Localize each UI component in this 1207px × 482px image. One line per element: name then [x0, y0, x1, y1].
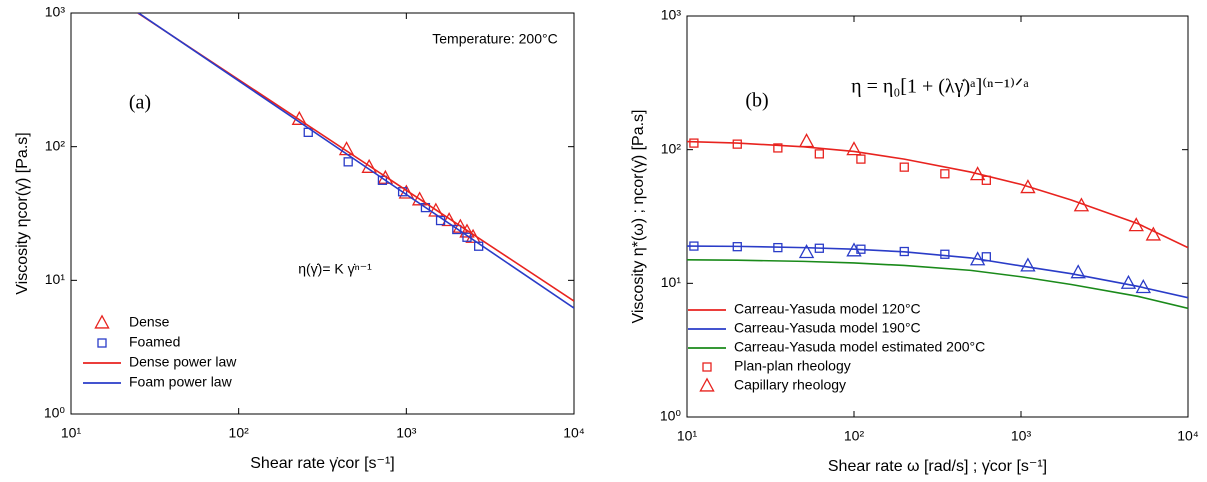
square-marker: [814, 149, 824, 159]
model-line: [687, 258, 1188, 310]
triangle-marker: [1070, 264, 1086, 279]
annotation: η(γ̇)= K γ̇ⁿ⁻¹: [298, 261, 372, 277]
square-marker: [732, 139, 742, 149]
triangle-marker: [969, 251, 986, 266]
y-tick-label: 10⁰: [660, 408, 682, 424]
y-tick-label: 10²: [661, 140, 682, 156]
y-axis-title: Viscosity η*(ω) ; ηcor(γ̇) [Pa.s]: [630, 109, 647, 323]
model-line: [137, 13, 574, 309]
x-axis-title: Shear rate γ̇cor [s⁻¹]: [250, 455, 395, 472]
triangle-marker: [1145, 226, 1162, 241]
x-tick-label: 10³: [396, 425, 417, 441]
legend-label: Carreau-Yasuda model 190°C: [734, 320, 921, 336]
x-tick-label: 10⁴: [1177, 428, 1199, 444]
triangle-marker: [846, 141, 862, 156]
x-tick-label: 10⁴: [563, 425, 585, 441]
legend-label: Dense: [129, 314, 170, 330]
square-marker: [462, 232, 472, 242]
x-axis-title: Shear rate ω [rad/s] ; γ̇cor [s⁻¹]: [828, 458, 1047, 475]
y-axis-title: Viscosity ηcor(γ̇) [Pa.s]: [14, 132, 31, 294]
y-tick-label: 10⁰: [44, 405, 66, 421]
y-tick-label: 10²: [45, 137, 66, 153]
plot-frame: [686, 15, 1189, 418]
x-tick-label: 10²: [844, 428, 865, 444]
legend-label: Plan-plan rheology: [734, 358, 851, 374]
triangle-marker: [798, 133, 815, 148]
square-marker: [343, 157, 353, 167]
triangle-marker: [441, 212, 457, 227]
square-marker: [732, 242, 742, 252]
triangle-marker: [1073, 197, 1090, 212]
square-marker: [899, 246, 909, 257]
square-marker: [814, 243, 824, 253]
legend-label: Carreau-Yasuda model estimated 200°C: [734, 339, 985, 355]
model-line: [687, 245, 1188, 299]
triangle-marker: [1020, 179, 1036, 194]
triangle-marker: [1020, 257, 1036, 272]
triangle-marker: [846, 242, 862, 257]
triangle-marker: [969, 166, 986, 181]
y-tick-label: 10³: [661, 7, 682, 23]
square-marker: [97, 338, 107, 348]
legend-label: Foamed: [129, 334, 180, 350]
triangle-marker: [798, 244, 815, 259]
square-marker: [899, 162, 909, 172]
annotation: Temperature: 200°C: [432, 31, 557, 47]
annotation: (a): [129, 92, 151, 114]
y-tick-label: 10³: [45, 4, 66, 20]
square-marker: [702, 362, 712, 372]
triangle-marker: [94, 314, 110, 329]
square-marker: [940, 249, 950, 259]
triangle-marker: [1128, 217, 1144, 232]
square-marker: [773, 143, 783, 153]
legend-label: Capillary rheology: [734, 377, 846, 393]
square-marker: [452, 224, 462, 235]
annotation: η = η₀[1 + (λγ̇)ᵃ]⁽ⁿ⁻¹⁾ᐟᵃ: [851, 76, 1029, 98]
triangle-marker: [411, 191, 428, 206]
x-tick-label: 10¹: [61, 425, 82, 441]
triangle-marker: [699, 377, 715, 392]
x-tick-label: 10³: [1011, 428, 1032, 444]
y-tick-label: 10¹: [661, 274, 682, 290]
square-marker: [981, 175, 991, 185]
square-marker: [856, 154, 866, 164]
x-tick-label: 10¹: [677, 428, 698, 444]
legend-label: Dense power law: [129, 354, 237, 370]
square-marker: [689, 241, 699, 251]
triangle-marker: [459, 223, 475, 238]
square-marker: [773, 242, 783, 253]
plot-frame: [70, 12, 575, 415]
x-tick-label: 10²: [229, 425, 250, 441]
square-marker: [689, 138, 699, 148]
square-marker: [981, 252, 991, 262]
triangle-marker: [1120, 274, 1137, 289]
square-marker: [940, 169, 950, 179]
legend-label: Carreau-Yasuda model 120°C: [734, 301, 921, 317]
annotation: (b): [745, 90, 768, 112]
legend-label: Foam power law: [129, 374, 233, 390]
triangle-marker: [428, 202, 444, 217]
y-tick-label: 10¹: [45, 271, 66, 287]
model-line: [687, 140, 1188, 249]
triangle-marker: [1135, 279, 1152, 294]
